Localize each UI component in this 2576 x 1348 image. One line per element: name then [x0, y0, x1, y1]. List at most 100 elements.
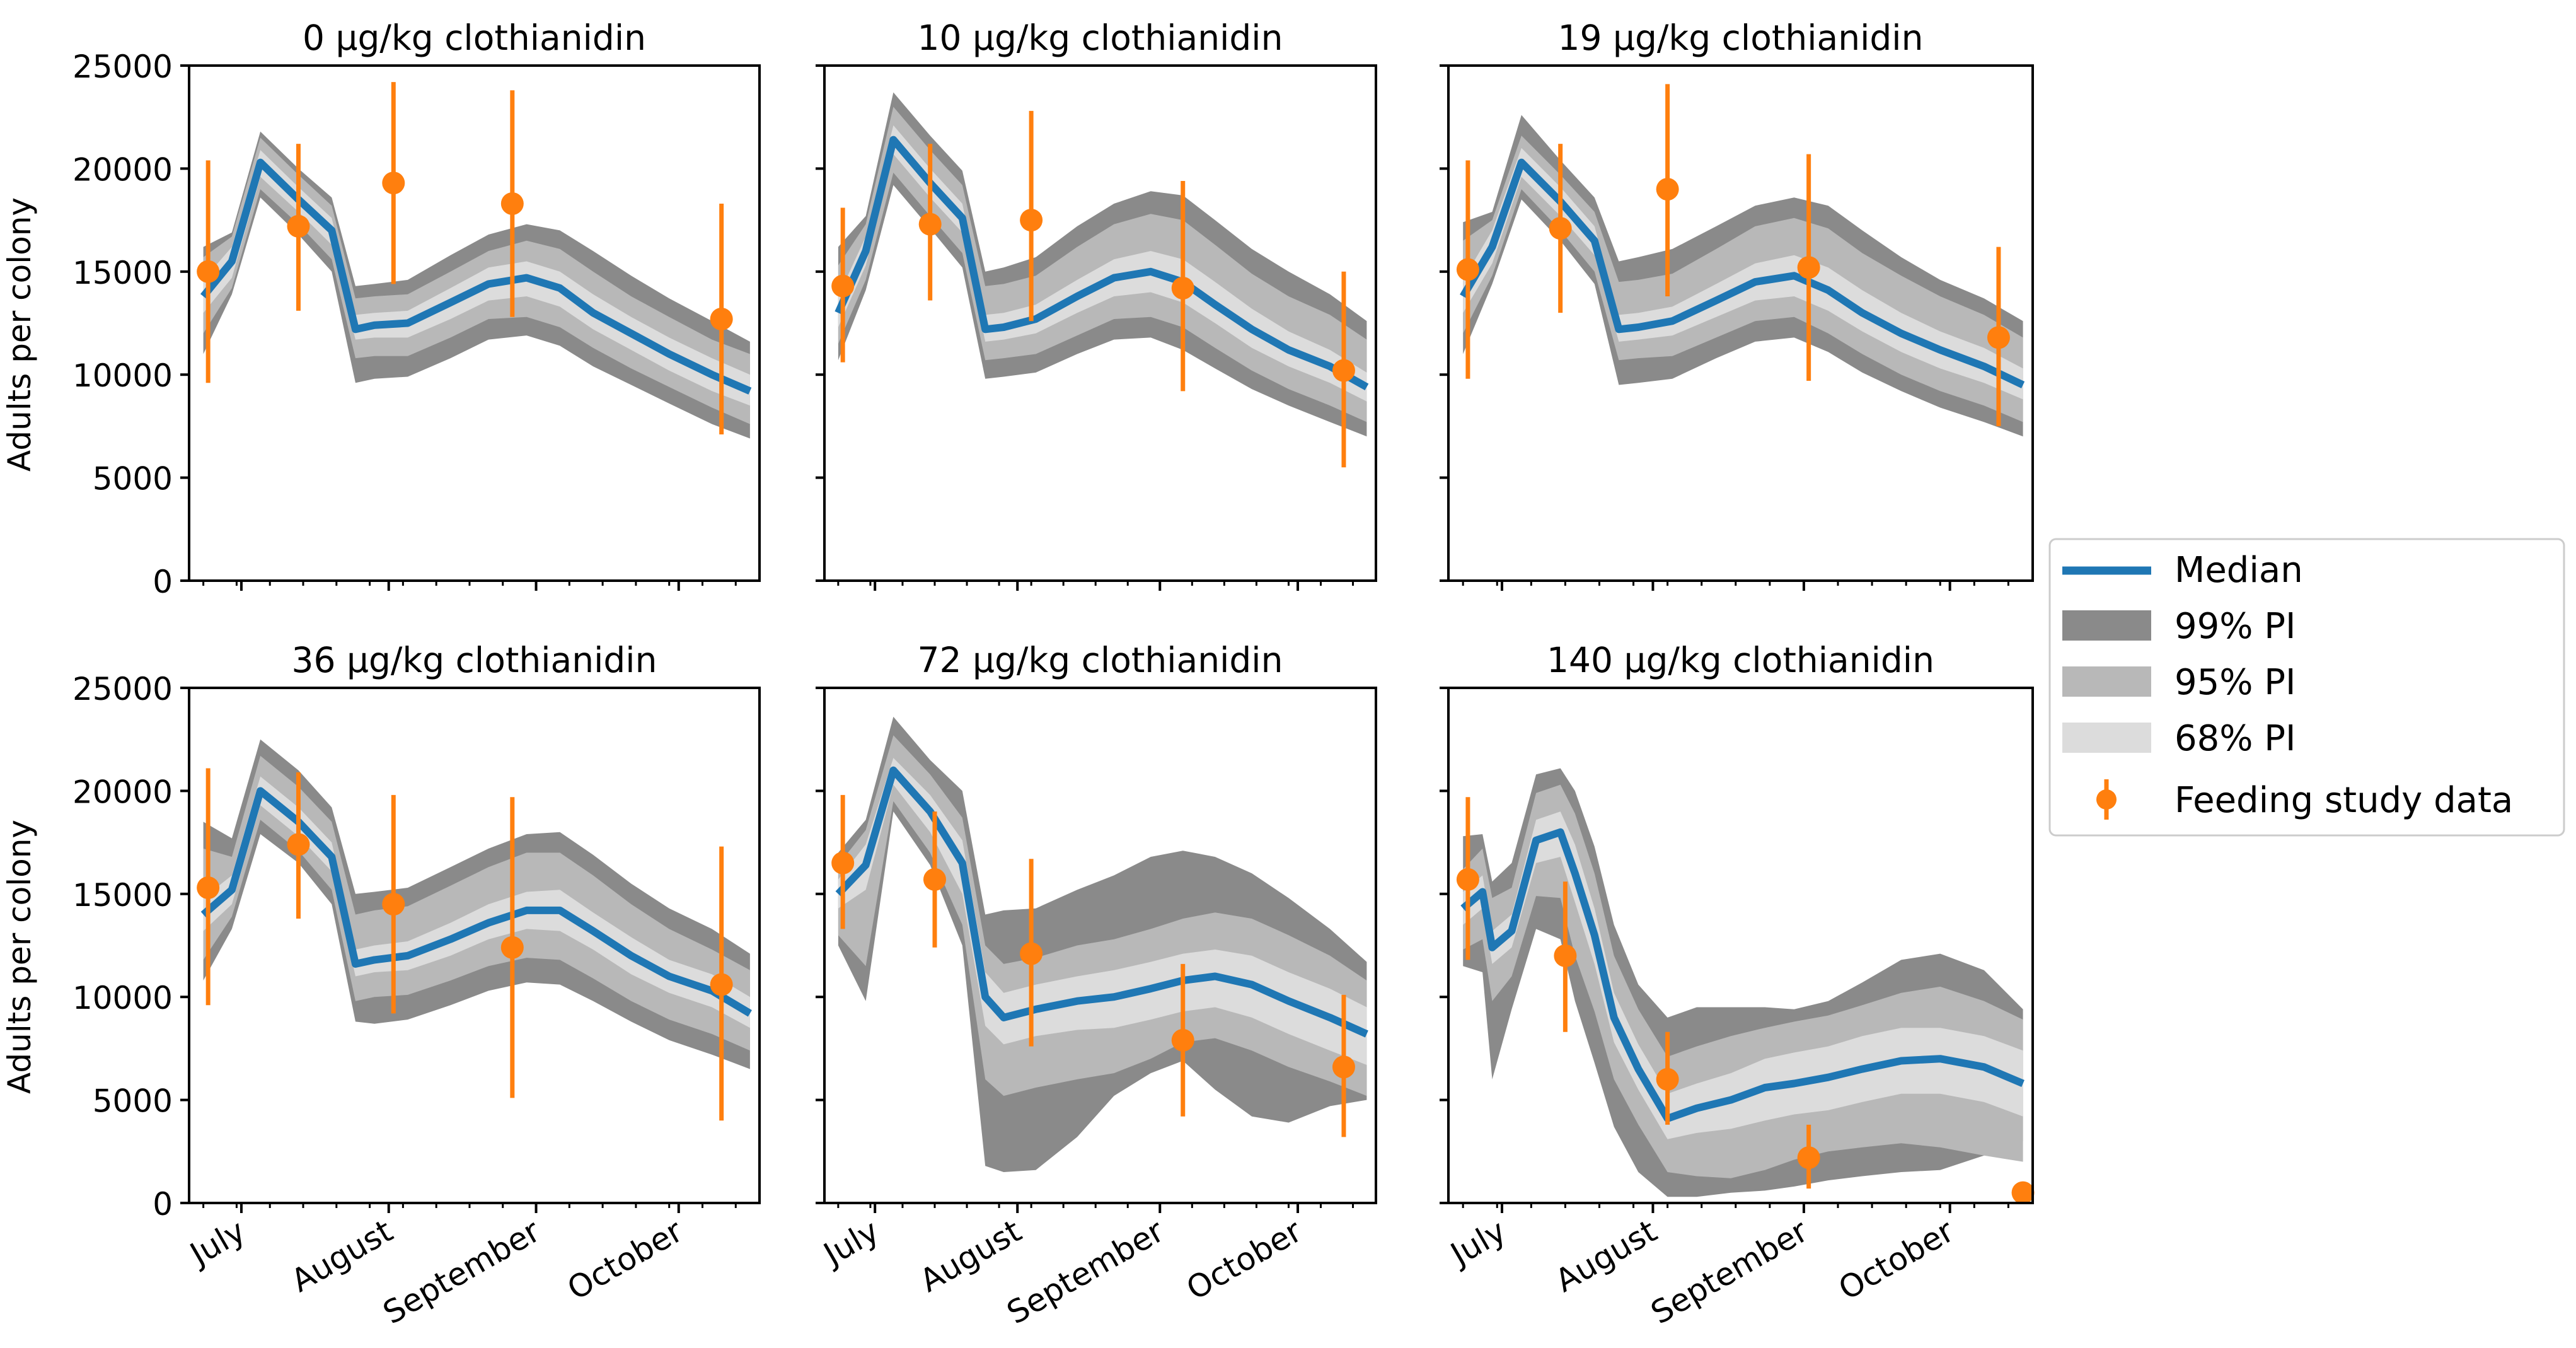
subplot-4-plot-area	[200, 739, 752, 1069]
subplot-2-median-line	[835, 136, 1369, 391]
subplot-3-data-point-5	[1987, 326, 2010, 349]
subplot-4-data-point-3	[382, 893, 405, 916]
legend-pi95-label: 95% PI	[2175, 662, 2296, 703]
subplot-4-xtick-label: July	[182, 1212, 251, 1274]
subplot-3-median-line	[1460, 158, 2025, 388]
subplot-6-data-point-2	[1554, 944, 1577, 967]
subplot-2-band-pi68	[838, 125, 1367, 402]
subplot-2-data-point-5	[1332, 359, 1355, 382]
legend-pi95-swatch	[2062, 666, 2151, 697]
subplot-6-band-pi68	[1463, 811, 2023, 1139]
subplot-6-xtick-label: September	[1645, 1212, 1815, 1332]
subplot-5-xtick-label: August	[914, 1212, 1028, 1299]
subplot-5-frame	[823, 687, 1377, 1204]
subplot-4-data-point-4	[500, 936, 524, 959]
subplot-5-data-point-1	[831, 851, 855, 874]
subplot-4-xtick-label: August	[285, 1212, 399, 1299]
subplot-3-data-point-4	[1797, 256, 1820, 279]
legend-data-marker	[2096, 789, 2117, 810]
subplot-3-plot-area	[1460, 115, 2025, 437]
subplot-1-plot-area	[200, 131, 752, 439]
subplot-1-data-point-1	[197, 260, 220, 283]
subplot-6-xtick-label: August	[1549, 1212, 1663, 1299]
subplot-6-data-point-1	[1456, 868, 1479, 891]
subplot-5-xtick-label: October	[1181, 1212, 1308, 1308]
subplot-6-xtick-label: July	[1443, 1212, 1512, 1274]
subplot-5-xtick-label: July	[816, 1212, 885, 1274]
subplot-5-median-line	[835, 766, 1368, 1038]
subplot-2-band-pi95	[838, 107, 1367, 422]
subplot-1-ytick-label: 0	[153, 564, 173, 600]
subplot-5-data-point-3	[1020, 942, 1043, 965]
subplot-6-data-point-5	[2011, 1181, 2035, 1204]
subplot-2-title: 10 µg/kg clothianidin	[918, 18, 1283, 58]
subplot-5-data-point-4	[1171, 1028, 1194, 1052]
subplot-6: 140 µg/kg clothianidin July AugustSeptembe…	[1440, 640, 2035, 1332]
legend-median-label: Median	[2175, 550, 2303, 591]
subplot-4-ytick-label: 15000	[72, 877, 173, 914]
subplot-6-title: 140 µg/kg clothianidin	[1547, 640, 1934, 680]
subplot-3-frame	[1447, 64, 2034, 582]
subplot-4-ytick-label: 25000	[72, 671, 173, 707]
subplot-grid: 0 µg/kg clothianidin 0 5000 10000 15000 20000…	[1, 18, 2035, 1332]
subplot-4-ytick-label: 10000	[72, 980, 173, 1016]
subplot-2: 10 µg/kg clothianidin	[816, 18, 1377, 591]
subplot-2-data-point-3	[1020, 209, 1043, 232]
subplot-4-data-point-1	[197, 876, 220, 899]
subplot-4-ylabel: Adults per colony	[1, 820, 38, 1094]
subplot-4-median-line	[200, 787, 752, 1017]
subplot-2-frame	[823, 64, 1377, 582]
subplot-2-plot-area	[835, 92, 1369, 437]
subplot-6-data-point-4	[1797, 1146, 1820, 1170]
subplot-3-data-point-2	[1549, 217, 1572, 240]
subplot-6-frame	[1447, 687, 2034, 1204]
subplot-1: 0 µg/kg clothianidin 0 5000 10000 15000 20000…	[1, 18, 761, 600]
subplot-6-xtick-label: October	[1832, 1212, 1960, 1308]
subplot-1-title: 0 µg/kg clothianidin	[303, 18, 646, 58]
subplot-4-title: 36 µg/kg clothianidin	[292, 640, 657, 680]
subplot-1-data-point-4	[500, 192, 524, 215]
subplot-1-ytick-label: 20000	[72, 151, 173, 188]
subplot-5-data-point-2	[923, 868, 946, 891]
subplot-4: 36 µg/kg clothianidin 0 5000 10000 15000 2000…	[1, 640, 761, 1332]
subplot-5-data-point-5	[1332, 1055, 1355, 1079]
legend-box	[2048, 538, 2565, 837]
subplot-1-data-point-3	[382, 171, 405, 195]
subplot-5-title: 72 µg/kg clothianidin	[918, 640, 1283, 680]
subplot-4-xtick-label: September	[377, 1212, 546, 1332]
subplot-1-ylabel: Adults per colony	[1, 197, 38, 472]
subplot-3-data-point-1	[1456, 258, 1479, 281]
subplot-5: 72 µg/kg clothianidin July AugustSeptember…	[816, 640, 1377, 1332]
subplot-1-data-point-5	[710, 307, 733, 330]
subplot-1-frame	[188, 64, 761, 582]
subplot-3-band-pi68	[1463, 148, 2023, 400]
subplot-4-xtick-label: October	[561, 1212, 689, 1308]
subplot-1-band-pi68	[203, 150, 750, 406]
subplot-1-median-line	[200, 158, 752, 395]
legend: Median 99% PI 95% PI 68% PI Feeding stud…	[2048, 538, 2565, 837]
subplot-3-title: 19 µg/kg clothianidin	[1558, 18, 1924, 58]
legend-pi68-swatch	[2062, 723, 2151, 753]
legend-pi99-swatch	[2062, 610, 2151, 641]
subplot-4-band-pi95	[203, 755, 750, 1051]
subplot-4-ytick-label: 0	[153, 1186, 173, 1223]
subplot-1-ytick-label: 10000	[72, 357, 173, 394]
subplot-3-data-point-3	[1656, 178, 1679, 201]
subplot-1-ytick-label: 5000	[93, 461, 173, 497]
subplot-5-band-pi68	[838, 758, 1367, 1065]
subplot-5-plot-area	[835, 716, 1368, 1172]
subplot-1-ytick-label: 15000	[72, 255, 173, 291]
subplot-6-plot-area	[1460, 768, 2024, 1197]
subplot-2-data-point-1	[831, 274, 855, 298]
subplot-4-data-point-5	[710, 973, 733, 996]
subplot-5-xtick-label: September	[1001, 1212, 1170, 1332]
subplot-2-data-point-4	[1171, 276, 1194, 299]
legend-pi99-label: 99% PI	[2175, 606, 2296, 647]
subplot-3: 19 µg/kg clothianidin	[1440, 18, 2034, 591]
legend-pi68-label: 68% PI	[2175, 718, 2296, 759]
subplot-4-ytick-label: 20000	[72, 774, 173, 810]
subplot-6-data-point-3	[1656, 1067, 1679, 1091]
subplot-4-ytick-label: 5000	[93, 1083, 173, 1120]
subplot-4-frame	[188, 687, 761, 1204]
